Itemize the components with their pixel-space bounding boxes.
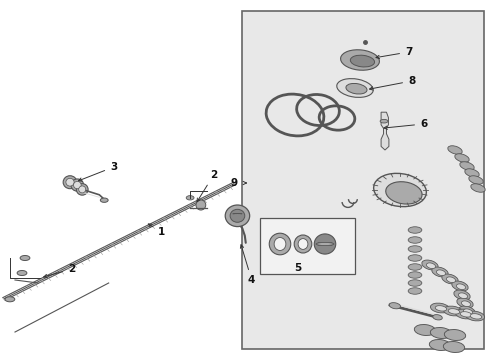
Ellipse shape (63, 176, 77, 189)
Ellipse shape (76, 184, 88, 195)
Ellipse shape (298, 239, 307, 249)
Ellipse shape (429, 328, 451, 338)
Ellipse shape (269, 233, 290, 255)
Ellipse shape (447, 309, 459, 314)
Ellipse shape (441, 274, 457, 284)
Ellipse shape (373, 173, 426, 207)
Ellipse shape (225, 205, 249, 226)
Text: 2: 2 (197, 170, 217, 202)
Text: 7: 7 (375, 47, 411, 59)
Ellipse shape (435, 270, 445, 275)
Ellipse shape (463, 309, 471, 315)
Ellipse shape (230, 209, 244, 222)
Text: 8: 8 (369, 76, 414, 90)
Ellipse shape (432, 315, 441, 320)
Bar (242, 11, 483, 349)
Ellipse shape (429, 303, 448, 313)
Ellipse shape (196, 200, 205, 210)
Ellipse shape (446, 277, 455, 283)
Ellipse shape (379, 120, 387, 123)
Ellipse shape (456, 298, 472, 308)
Ellipse shape (316, 243, 333, 246)
Polygon shape (380, 112, 388, 150)
Ellipse shape (407, 255, 421, 261)
Ellipse shape (468, 176, 482, 184)
Ellipse shape (186, 195, 194, 200)
Ellipse shape (73, 181, 81, 189)
Ellipse shape (454, 309, 474, 319)
Ellipse shape (407, 280, 421, 286)
Ellipse shape (413, 324, 435, 336)
Ellipse shape (470, 184, 484, 192)
Ellipse shape (451, 281, 467, 291)
Ellipse shape (20, 256, 30, 261)
Ellipse shape (316, 243, 333, 246)
Text: 9: 9 (230, 178, 237, 188)
Ellipse shape (444, 329, 465, 341)
Ellipse shape (71, 179, 83, 191)
Ellipse shape (426, 263, 435, 269)
Text: 2: 2 (43, 264, 75, 278)
Ellipse shape (388, 303, 400, 309)
Ellipse shape (79, 186, 85, 193)
Ellipse shape (434, 306, 446, 311)
Ellipse shape (431, 267, 447, 277)
Ellipse shape (340, 50, 379, 70)
Ellipse shape (385, 182, 421, 204)
Text: 1: 1 (148, 224, 165, 237)
Ellipse shape (316, 243, 333, 246)
Ellipse shape (407, 227, 421, 233)
Ellipse shape (465, 311, 484, 321)
Ellipse shape (5, 297, 15, 302)
Ellipse shape (407, 288, 421, 294)
Ellipse shape (455, 284, 465, 289)
Ellipse shape (459, 312, 471, 317)
Ellipse shape (421, 260, 437, 270)
Ellipse shape (458, 306, 474, 316)
Ellipse shape (314, 234, 335, 254)
Ellipse shape (457, 293, 467, 298)
Ellipse shape (461, 301, 469, 307)
Text: 5: 5 (294, 263, 301, 273)
Ellipse shape (428, 339, 450, 351)
Ellipse shape (294, 235, 311, 253)
Text: 4: 4 (240, 245, 255, 285)
Ellipse shape (274, 238, 285, 251)
Ellipse shape (407, 246, 421, 252)
Ellipse shape (447, 146, 461, 154)
Ellipse shape (407, 237, 421, 243)
Ellipse shape (336, 78, 372, 98)
Ellipse shape (316, 243, 333, 246)
Ellipse shape (407, 272, 421, 278)
Ellipse shape (407, 264, 421, 270)
Ellipse shape (345, 84, 366, 94)
Text: 3: 3 (79, 162, 117, 181)
Ellipse shape (443, 306, 462, 316)
Ellipse shape (469, 314, 481, 319)
Ellipse shape (464, 169, 478, 177)
Ellipse shape (66, 178, 74, 186)
Ellipse shape (454, 154, 468, 162)
Bar (260, 218, 354, 274)
Ellipse shape (100, 198, 108, 202)
Ellipse shape (459, 162, 473, 170)
Ellipse shape (349, 55, 374, 67)
Ellipse shape (17, 270, 27, 275)
Ellipse shape (453, 290, 469, 300)
Text: 6: 6 (383, 119, 427, 129)
Ellipse shape (443, 342, 464, 352)
